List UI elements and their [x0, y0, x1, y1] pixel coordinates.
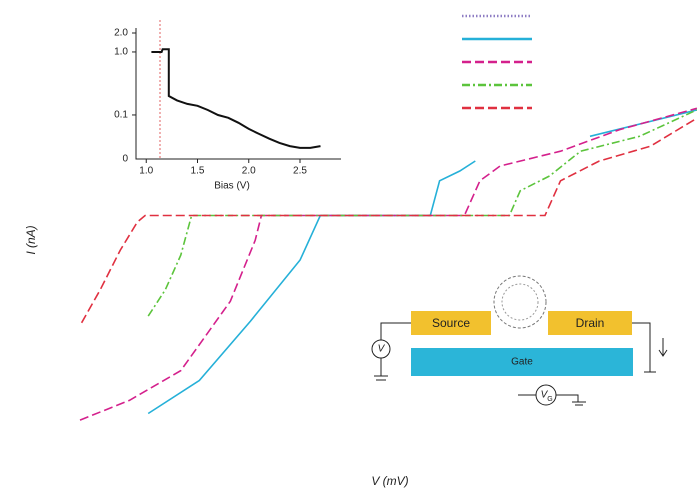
- molecule-inner: [502, 284, 538, 320]
- data-line: [151, 49, 320, 148]
- x-tick-label: 1.0: [139, 166, 153, 177]
- y-origin-label: 0: [122, 154, 128, 165]
- x-tick-label: 1.5: [191, 166, 205, 177]
- device-diagram: Source Drain Gate V V G: [372, 276, 667, 405]
- inset-axes: [136, 28, 341, 159]
- y-axis-label: I (nA): [24, 225, 38, 254]
- source-label: Source: [432, 316, 470, 330]
- data-line: [148, 110, 697, 316]
- vg-subscript: G: [547, 396, 552, 403]
- x-axis-label: Bias (V): [214, 181, 250, 192]
- x-tick-label: 2.5: [293, 166, 307, 177]
- x-axis-label: V (mV): [371, 474, 408, 488]
- figure: Source Drain Gate V V G V (mV) I (nA) 1.0 1…: [0, 0, 697, 497]
- gate-label: Gate: [511, 357, 533, 368]
- data-line: [82, 118, 697, 323]
- y-tick-label: 1.0: [114, 47, 128, 58]
- y-tick-label: 0.1: [114, 110, 128, 121]
- x-tick-label: 2.0: [242, 166, 256, 177]
- drain-label: Drain: [576, 316, 605, 330]
- y-tick-label: 2.0: [114, 28, 128, 39]
